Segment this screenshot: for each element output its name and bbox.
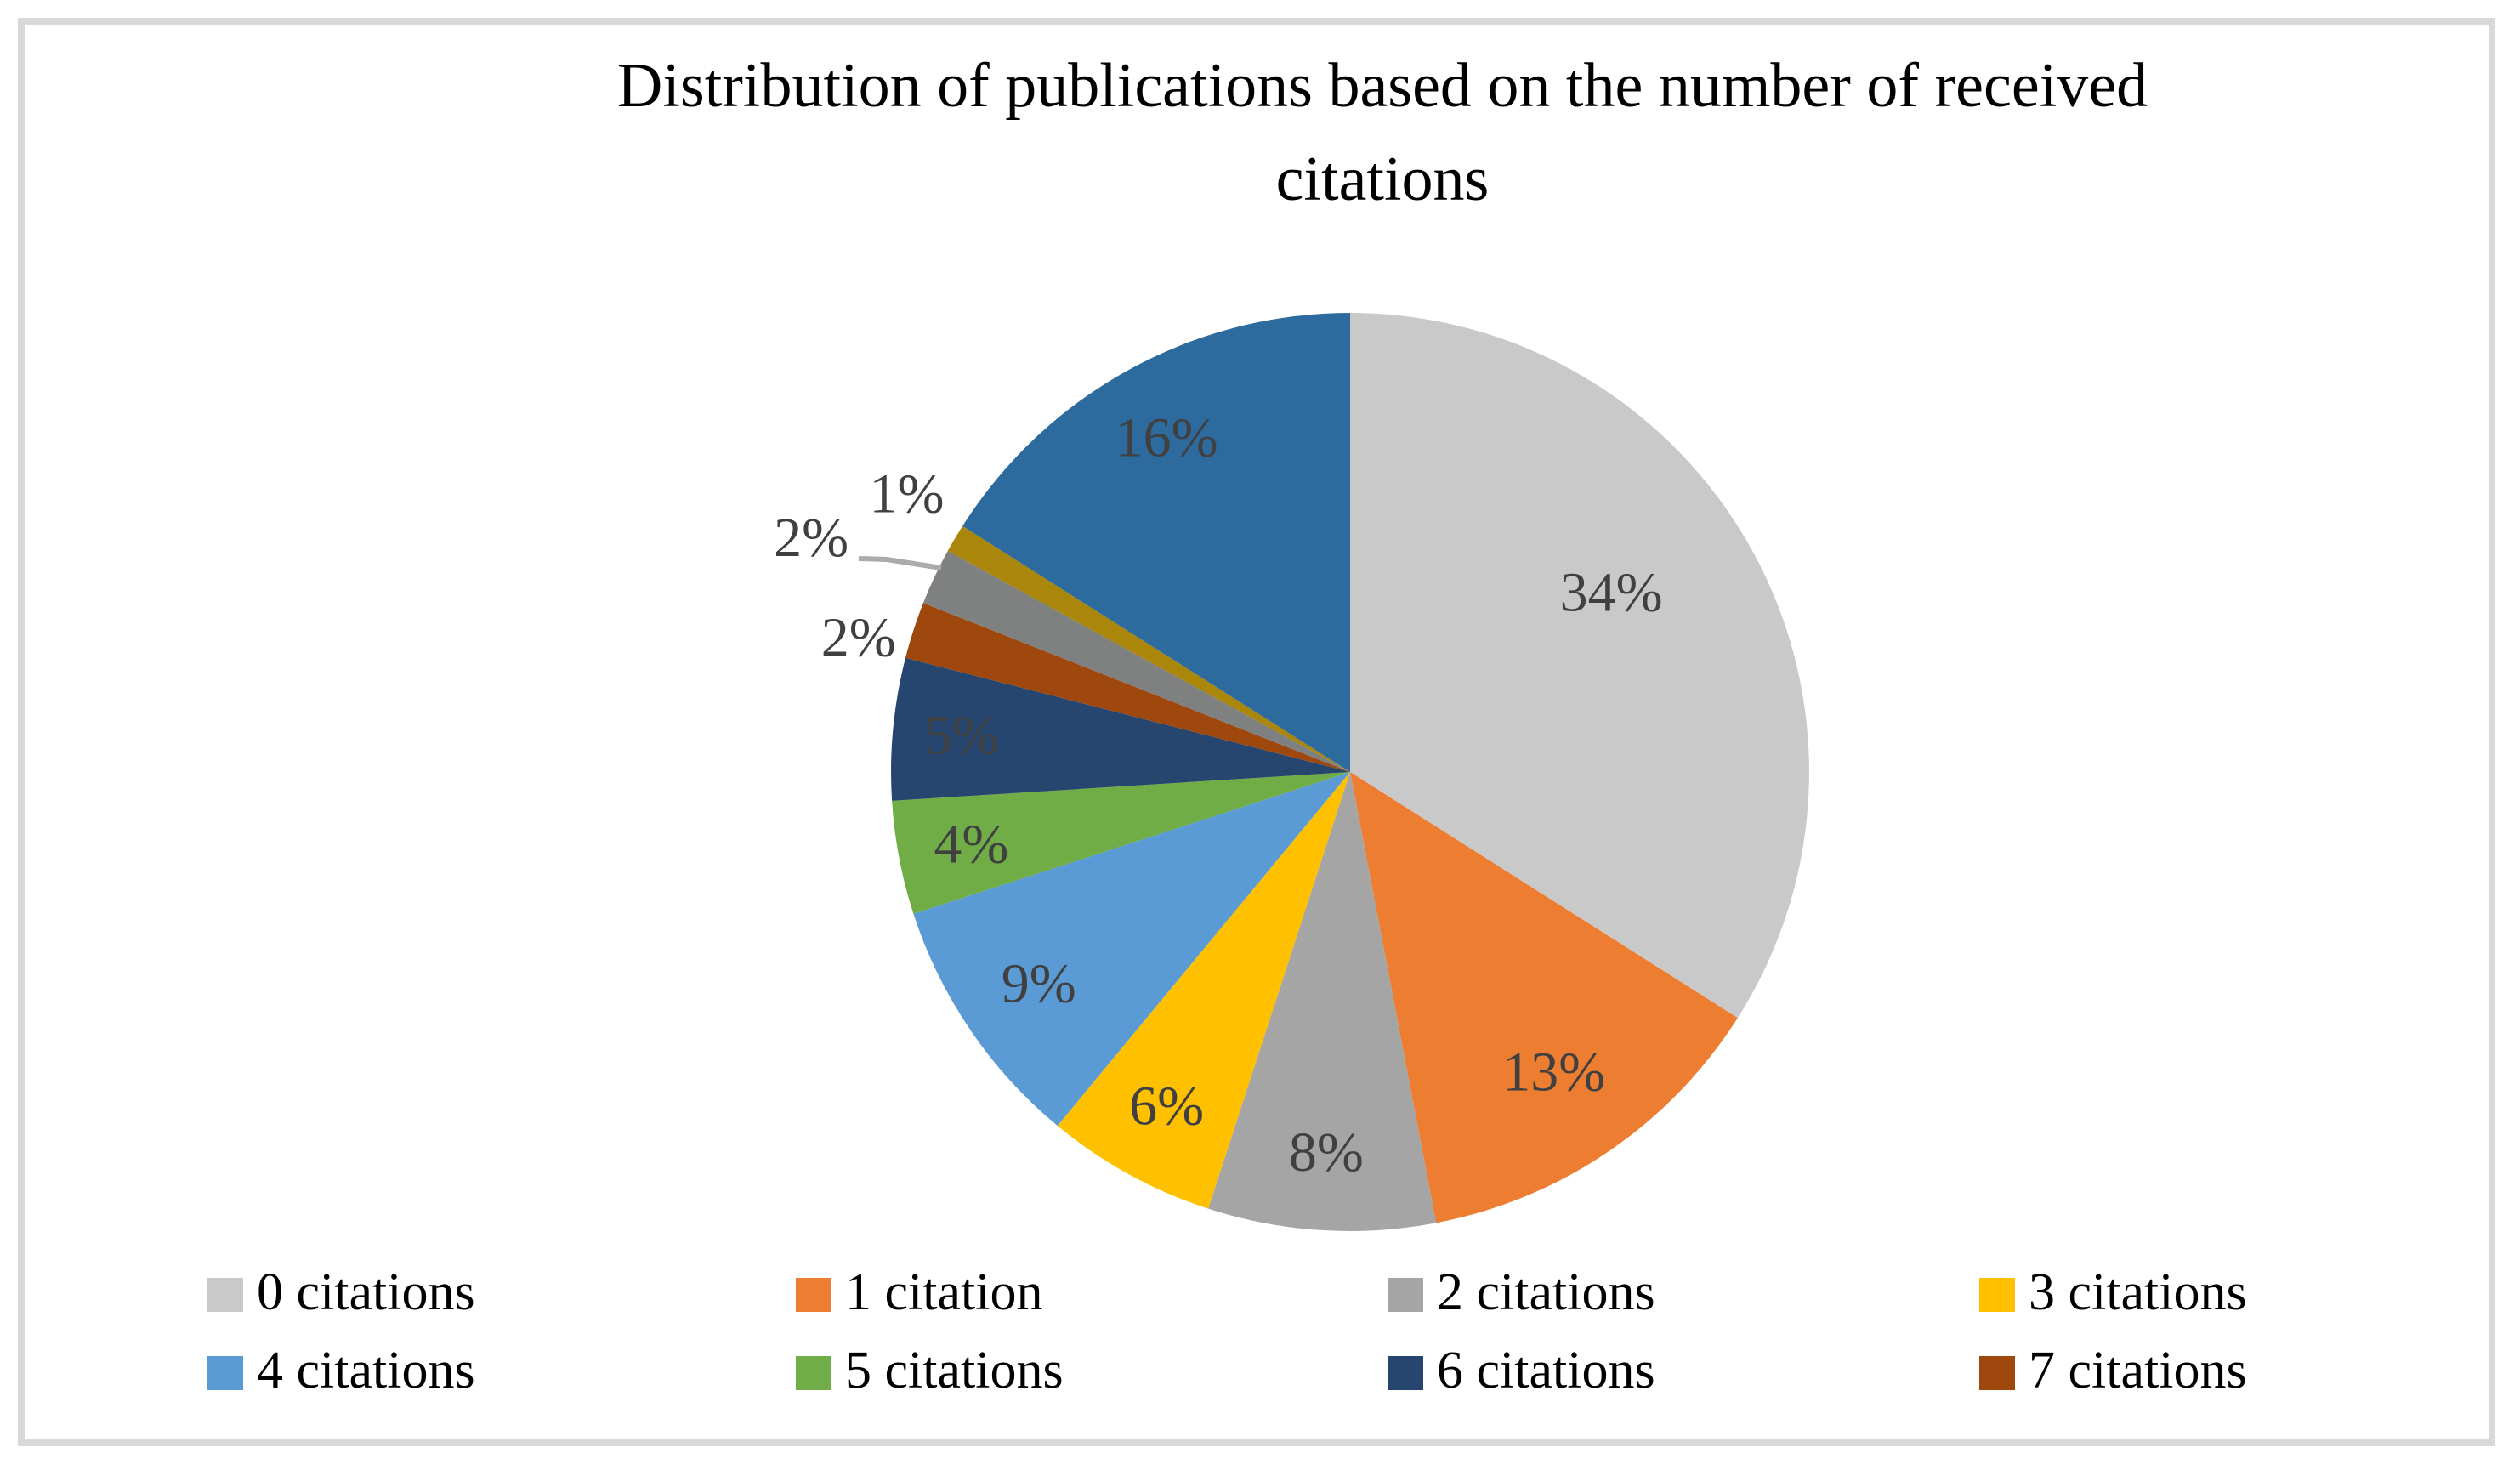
pie-slice-7-citations [905, 603, 1350, 772]
chart-title-line-1: Distribution of publications based on th… [616, 51, 2148, 121]
slice-label-7-citations: 2% [821, 606, 896, 668]
legend-item-4-citations: 4 citations [207, 1342, 475, 1399]
pie-slice-0-citations [1350, 313, 1809, 1019]
chart-title-line-2: citations [1275, 145, 1490, 214]
legend-item-label: 6 citations [1437, 1342, 1655, 1399]
legend-item-7-citations: 7 citations [1979, 1342, 2247, 1399]
legend-item-label: 2 citations [1437, 1263, 1655, 1321]
legend-item-label: 7 citations [2029, 1342, 2247, 1399]
legend-swatch-icon [1979, 1356, 2015, 1390]
legend-swatch-icon [207, 1356, 243, 1390]
legend-swatch-icon [207, 1278, 243, 1312]
legend-item-2-citations: 2 citations [1388, 1263, 1655, 1321]
legend-item-3-citations: 3 citations [1979, 1263, 2247, 1321]
legend-item-label: 4 citations [257, 1342, 475, 1399]
slice-label-5-citations: 4% [934, 814, 1008, 876]
slice-label-1%: 1% [870, 463, 945, 525]
legend-item-label: 3 citations [2029, 1263, 2247, 1321]
pie-slice-4-citations [913, 772, 1350, 1127]
slice-label-6-citations: 5% [924, 704, 999, 766]
pie-slice-5-citations [892, 772, 1350, 914]
slice-label-4-citations: 9% [1002, 952, 1076, 1014]
pie-slice-2-citations [1208, 772, 1437, 1231]
pie-slice-3-citations [1057, 772, 1350, 1209]
slice-label-2%: 2% [774, 507, 849, 569]
legend-item-5-citations: 5 citations [796, 1342, 1064, 1399]
legend-swatch-icon [796, 1278, 831, 1312]
slice-label-1-citation: 13% [1502, 1041, 1605, 1103]
legend-swatch-icon [1979, 1278, 2015, 1312]
pie-slice-6-citations [891, 657, 1350, 801]
pie-slice-1-citation [1350, 772, 1738, 1223]
pie-slice-1% [947, 525, 1350, 772]
label-leader-line [858, 556, 942, 570]
legend-swatch-icon [796, 1356, 831, 1390]
legend-item-1-citation: 1 citation [796, 1263, 1043, 1321]
pie-slice-16% [962, 313, 1350, 772]
pie-slice-2% [922, 550, 1350, 772]
legend-item-label: 5 citations [845, 1342, 1064, 1399]
legend-item-label: 0 citations [257, 1263, 475, 1321]
legend-item-6-citations: 6 citations [1388, 1342, 1655, 1399]
slice-label-0-citations: 34% [1560, 562, 1663, 624]
legend-item-0-citations: 0 citations [207, 1263, 475, 1321]
slice-label-2-citations: 8% [1289, 1121, 1364, 1183]
slice-label-3-citations: 6% [1129, 1075, 1204, 1137]
chart-title: Distribution of publications based on th… [245, 39, 2520, 226]
legend-item-label: 1 citation [845, 1263, 1043, 1321]
legend-swatch-icon [1388, 1356, 1423, 1390]
legend-swatch-icon [1388, 1278, 1423, 1312]
slice-label-16%: 16% [1115, 407, 1218, 469]
